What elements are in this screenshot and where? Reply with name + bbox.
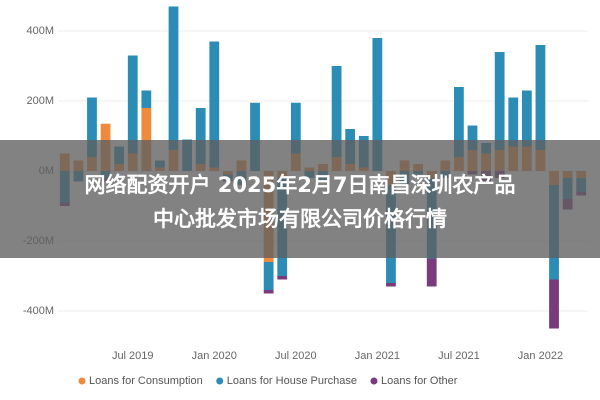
bar: [386, 283, 396, 287]
bar: [372, 38, 383, 171]
legend-marker: [370, 377, 378, 385]
overlay-banner: 网络配资开户 2025年2月7日南昌深圳农产品 中心批发市场有限公司价格行情: [0, 140, 600, 258]
bar: [508, 97, 519, 147]
banner-line: 网络配资开户 2025年2月7日南昌深圳农产品: [85, 173, 516, 197]
bar: [521, 90, 532, 147]
legend-item: Loans for House Purchase: [216, 375, 357, 387]
legend-item: Loans for Other: [370, 375, 458, 387]
legend-marker: [216, 377, 224, 385]
bar: [209, 41, 220, 168]
bar: [277, 276, 288, 280]
banner-background: [0, 140, 600, 258]
x-tick-label: Jul 2020: [275, 350, 317, 362]
bar: [454, 87, 464, 157]
y-tick-label: 400M: [26, 25, 54, 37]
banner-line: 中心批发市场有限公司价格行情: [153, 207, 447, 231]
legend-marker: [78, 377, 86, 385]
bar: [168, 6, 179, 150]
bar: [263, 290, 274, 294]
x-tick-label: Jan 2020: [192, 350, 237, 362]
bar: [195, 108, 206, 164]
bar: [263, 262, 274, 290]
bar: [535, 45, 546, 150]
legend-item: Loans for Consumption: [78, 375, 203, 387]
bar: [250, 102, 260, 171]
x-tick-label: Jul 2021: [438, 350, 480, 362]
x-tick-label: Jul 2019: [112, 350, 154, 362]
x-tick-label: Jan 2022: [518, 350, 563, 362]
x-tick-label: Jan 2021: [355, 350, 400, 362]
legend-label: Loans for Other: [381, 375, 458, 387]
bar: [494, 52, 505, 150]
y-tick-label: -400M: [23, 305, 54, 317]
legend-label: Loans for Consumption: [89, 375, 203, 387]
bar: [87, 97, 97, 157]
legend-label: Loans for House Purchase: [227, 375, 357, 387]
bar: [141, 108, 152, 171]
bar: [467, 125, 478, 150]
bar: [141, 90, 152, 108]
bar: [127, 55, 138, 154]
bar: [549, 279, 559, 329]
bar: [426, 258, 437, 287]
bar: [290, 102, 301, 154]
bar: [331, 66, 342, 157]
y-tick-label: 200M: [26, 95, 54, 107]
